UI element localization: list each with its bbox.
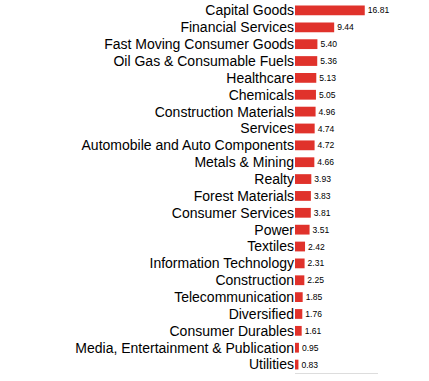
svg-text:4.74: 4.74 <box>318 124 335 134</box>
svg-text:Construction: Construction <box>215 272 294 288</box>
svg-text:5.05: 5.05 <box>319 90 336 100</box>
svg-text:5.40: 5.40 <box>320 39 337 49</box>
svg-text:4.96: 4.96 <box>319 107 336 117</box>
svg-text:Financial Services: Financial Services <box>180 19 294 35</box>
svg-text:2.25: 2.25 <box>307 275 324 285</box>
svg-text:3.51: 3.51 <box>313 225 330 235</box>
svg-text:Construction Materials: Construction Materials <box>155 104 294 120</box>
svg-text:Metals & Mining: Metals & Mining <box>194 154 294 170</box>
svg-text:Textiles: Textiles <box>247 238 294 254</box>
svg-text:5.36: 5.36 <box>320 56 337 66</box>
svg-text:Capital Goods: Capital Goods <box>205 2 294 18</box>
svg-text:Media, Entertainment & Publica: Media, Entertainment & Publication <box>75 340 294 356</box>
svg-text:2.31: 2.31 <box>308 258 325 268</box>
svg-text:1.76: 1.76 <box>305 309 322 319</box>
svg-text:9.44: 9.44 <box>337 22 354 32</box>
svg-text:3.81: 3.81 <box>314 208 331 218</box>
svg-text:Fast Moving Consumer Goods: Fast Moving Consumer Goods <box>104 36 294 52</box>
svg-text:2.42: 2.42 <box>308 242 325 252</box>
svg-text:Automobile and Auto Components: Automobile and Auto Components <box>82 137 294 153</box>
svg-text:Telecommunication: Telecommunication <box>174 289 294 305</box>
svg-text:Information Technology: Information Technology <box>150 255 295 271</box>
svg-text:1.61: 1.61 <box>305 326 322 336</box>
svg-text:Healthcare: Healthcare <box>226 70 294 86</box>
svg-text:3.93: 3.93 <box>314 174 331 184</box>
svg-text:0.83: 0.83 <box>301 360 318 370</box>
svg-text:Power: Power <box>254 222 294 238</box>
svg-text:Oil Gas & Consumable Fuels: Oil Gas & Consumable Fuels <box>113 53 294 69</box>
svg-text:1.85: 1.85 <box>306 292 323 302</box>
svg-text:Diversified: Diversified <box>229 306 294 322</box>
svg-text:Forest Materials: Forest Materials <box>194 188 294 204</box>
svg-text:16.81: 16.81 <box>368 5 390 15</box>
svg-text:Consumer Durables: Consumer Durables <box>170 323 295 339</box>
svg-text:5.13: 5.13 <box>319 73 336 83</box>
svg-text:3.83: 3.83 <box>314 191 331 201</box>
svg-text:4.66: 4.66 <box>317 157 334 167</box>
svg-text:Consumer Services: Consumer Services <box>172 205 294 221</box>
svg-text:Realty: Realty <box>254 171 294 187</box>
svg-text:Services: Services <box>240 120 294 136</box>
svg-text:4.72: 4.72 <box>318 140 335 150</box>
svg-text:Chemicals: Chemicals <box>229 87 294 103</box>
svg-text:Utilities: Utilities <box>249 356 294 372</box>
svg-text:0.95: 0.95 <box>302 343 319 353</box>
